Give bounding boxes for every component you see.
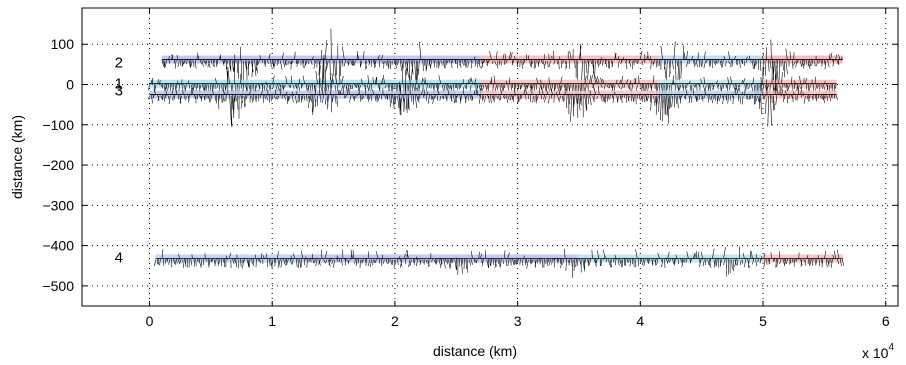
- track-label: 1: [115, 75, 123, 92]
- track-label: 4: [115, 250, 123, 267]
- y-tick-label: 100: [51, 36, 75, 52]
- y-tick-label: 0: [66, 77, 74, 93]
- x-axis-multiplier: x 104: [862, 342, 894, 361]
- y-tick-label: −300: [42, 197, 74, 213]
- x-tick-label: 6: [882, 313, 890, 329]
- track-label: 3: [115, 83, 123, 100]
- track-4: 4: [115, 246, 845, 278]
- x-tick-label: 4: [636, 313, 644, 329]
- x-tick-label: 0: [146, 313, 154, 329]
- track-vectors: [154, 246, 845, 278]
- x-tick-label: 5: [759, 313, 767, 329]
- x-tick-label: 1: [268, 313, 276, 329]
- y-tick-label: −100: [42, 117, 74, 133]
- track-3: 3: [115, 69, 839, 128]
- y-tick-label: −500: [42, 278, 74, 294]
- track-label: 2: [115, 54, 123, 71]
- y-tick-label: −400: [42, 238, 74, 254]
- x-tick-label: 2: [391, 313, 399, 329]
- track-1: 1: [115, 54, 837, 115]
- axes-box: [81, 7, 899, 307]
- y-axis-label: distance (km): [9, 115, 25, 199]
- y-tick-label: −200: [42, 157, 74, 173]
- plot-data: 2 13 4: [115, 28, 845, 278]
- track-2: 2: [115, 28, 843, 95]
- x-axis-label: distance (km): [433, 343, 517, 359]
- track-vectors: [161, 28, 843, 95]
- track-vectors: [148, 69, 839, 128]
- axis-ticks: 0 1 2 3 4 5 6 100 0 −100 −200 −300 −400 −500: [42, 8, 898, 329]
- x-multiplier-base: x 10: [862, 345, 889, 361]
- x-tick-label: 3: [514, 313, 522, 329]
- x-multiplier-exponent: 4: [888, 342, 894, 353]
